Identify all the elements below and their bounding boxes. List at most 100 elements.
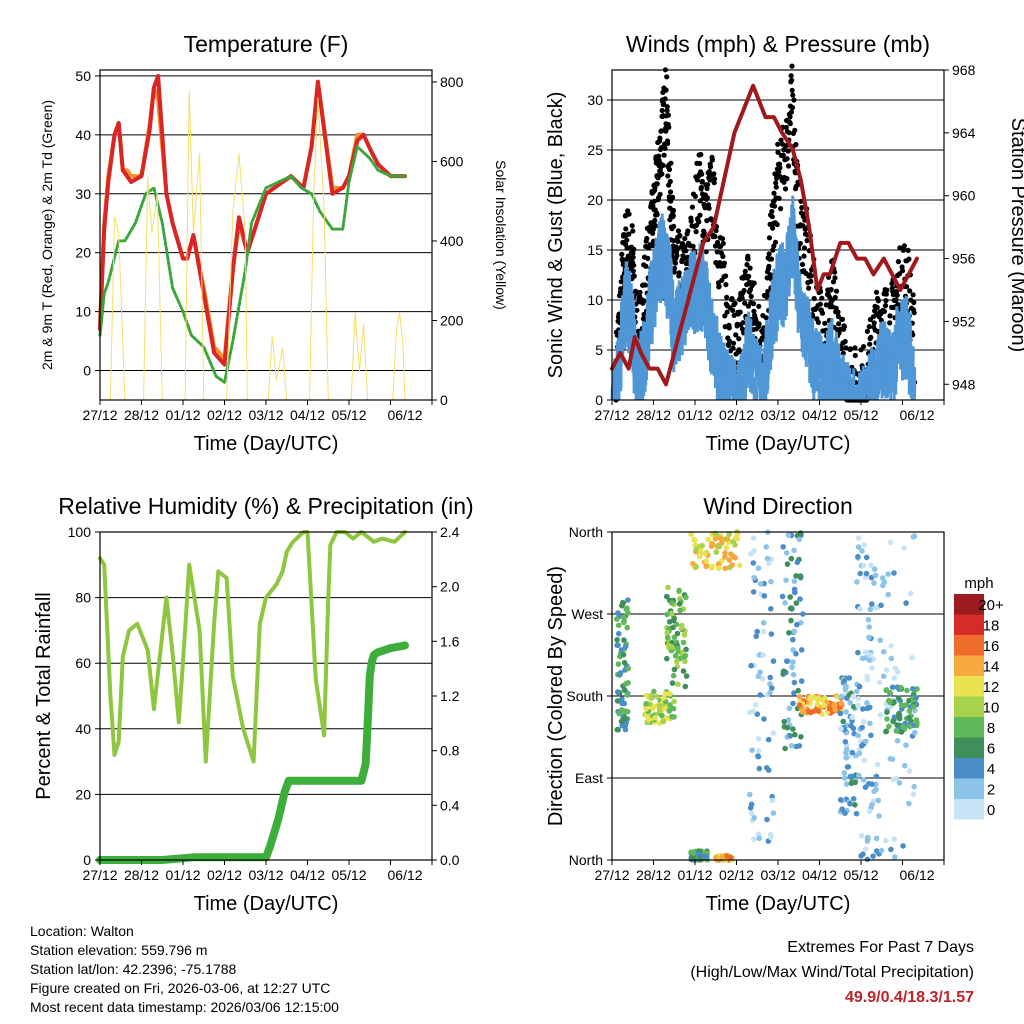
direction-point	[736, 562, 743, 569]
gust-point	[692, 193, 699, 199]
direction-point	[755, 736, 762, 742]
direction-point	[895, 695, 902, 701]
direction-point	[719, 558, 725, 564]
temperature-panel: Temperature (F) 0 10 20 30 40 50 0 200 400 600 800 2…	[39, 31, 509, 455]
gust-point	[626, 231, 632, 237]
direction-point	[858, 832, 865, 839]
gust-point	[742, 268, 748, 274]
direction-point	[908, 590, 914, 597]
gust-point	[882, 303, 889, 309]
gust-point	[705, 182, 711, 188]
gust-point	[901, 243, 908, 249]
gust-point	[756, 321, 762, 327]
gust-point	[656, 153, 662, 159]
gust-point	[672, 265, 678, 271]
gust-point	[883, 298, 889, 304]
direction-point	[673, 658, 680, 665]
direction-point	[770, 730, 777, 736]
direction-point	[866, 808, 873, 815]
gust-point	[667, 189, 674, 195]
gust-point	[733, 332, 739, 338]
direction-point	[846, 675, 853, 681]
direction-point	[768, 606, 774, 612]
gust-point	[801, 253, 807, 259]
direction-point	[906, 708, 913, 714]
gust-point	[780, 152, 786, 158]
gust-point	[835, 313, 842, 320]
y-tick-label: 5	[595, 342, 603, 358]
direction-point	[852, 779, 858, 786]
direction-point	[796, 702, 803, 709]
direction-point	[793, 573, 799, 579]
direction-point	[854, 688, 860, 695]
direction-point	[855, 544, 862, 550]
gust-point	[730, 340, 737, 346]
direction-point	[662, 690, 669, 697]
direction-point	[748, 801, 755, 808]
direction-point	[669, 680, 676, 686]
x-tick-label: 28/12	[124, 407, 159, 423]
direction-point	[784, 561, 791, 567]
direction-point	[652, 714, 658, 721]
direction-point	[619, 696, 625, 702]
gust-point	[775, 141, 781, 147]
direction-point	[768, 631, 775, 637]
direction-point	[668, 600, 675, 606]
gust-point	[713, 228, 719, 234]
direction-point	[860, 562, 867, 569]
direction-point	[871, 580, 877, 586]
direction-point	[791, 628, 798, 635]
direction-point	[856, 750, 863, 757]
gust-point	[801, 245, 808, 251]
gust-point	[707, 164, 714, 170]
x-tick-label: 03/12	[760, 867, 795, 883]
direction-point	[770, 810, 777, 816]
direction-point	[855, 535, 862, 541]
direction-point	[699, 542, 705, 549]
y-tick-label: 0	[595, 392, 603, 408]
direction-point	[872, 572, 879, 579]
gust-point	[623, 226, 629, 232]
x-tick-label: 02/12	[719, 867, 754, 883]
direction-point	[621, 619, 627, 626]
gust-point	[658, 128, 665, 134]
direction-point	[851, 704, 857, 710]
direction-point	[885, 697, 892, 704]
direction-point	[621, 659, 628, 666]
direction-point	[769, 685, 775, 691]
gust-point	[730, 345, 736, 351]
y-tick-label: South	[566, 688, 603, 704]
colorbar-label: 4	[987, 761, 995, 778]
gust-point	[634, 307, 640, 313]
y-tick-label: North	[569, 852, 603, 868]
direction-point	[885, 571, 891, 577]
gust-point	[751, 280, 757, 286]
direction-point	[614, 698, 621, 704]
gust-point	[704, 195, 711, 201]
direction-point	[672, 653, 679, 659]
direction-point	[676, 601, 683, 607]
gust-point	[773, 180, 779, 186]
direction-point	[906, 768, 913, 774]
direction-point	[807, 694, 813, 701]
direction-point	[843, 781, 850, 787]
gust-point	[737, 309, 743, 315]
direction-point	[713, 549, 720, 555]
gust-point	[720, 253, 726, 260]
direction-point	[664, 655, 670, 662]
direction-point	[798, 678, 805, 684]
direction-point	[643, 706, 649, 712]
direction-point	[797, 530, 804, 536]
direction-point	[903, 600, 909, 606]
gust-point	[659, 171, 665, 177]
direction-point	[654, 694, 660, 700]
gust-point	[841, 324, 848, 330]
direction-point	[843, 750, 849, 756]
gust-point	[697, 160, 703, 167]
station-location: Location: Walton	[30, 923, 134, 939]
gust-point	[689, 204, 696, 210]
gust-point	[631, 273, 637, 279]
direction-point	[906, 800, 912, 807]
gust-point	[906, 256, 912, 262]
direction-point	[677, 607, 683, 614]
